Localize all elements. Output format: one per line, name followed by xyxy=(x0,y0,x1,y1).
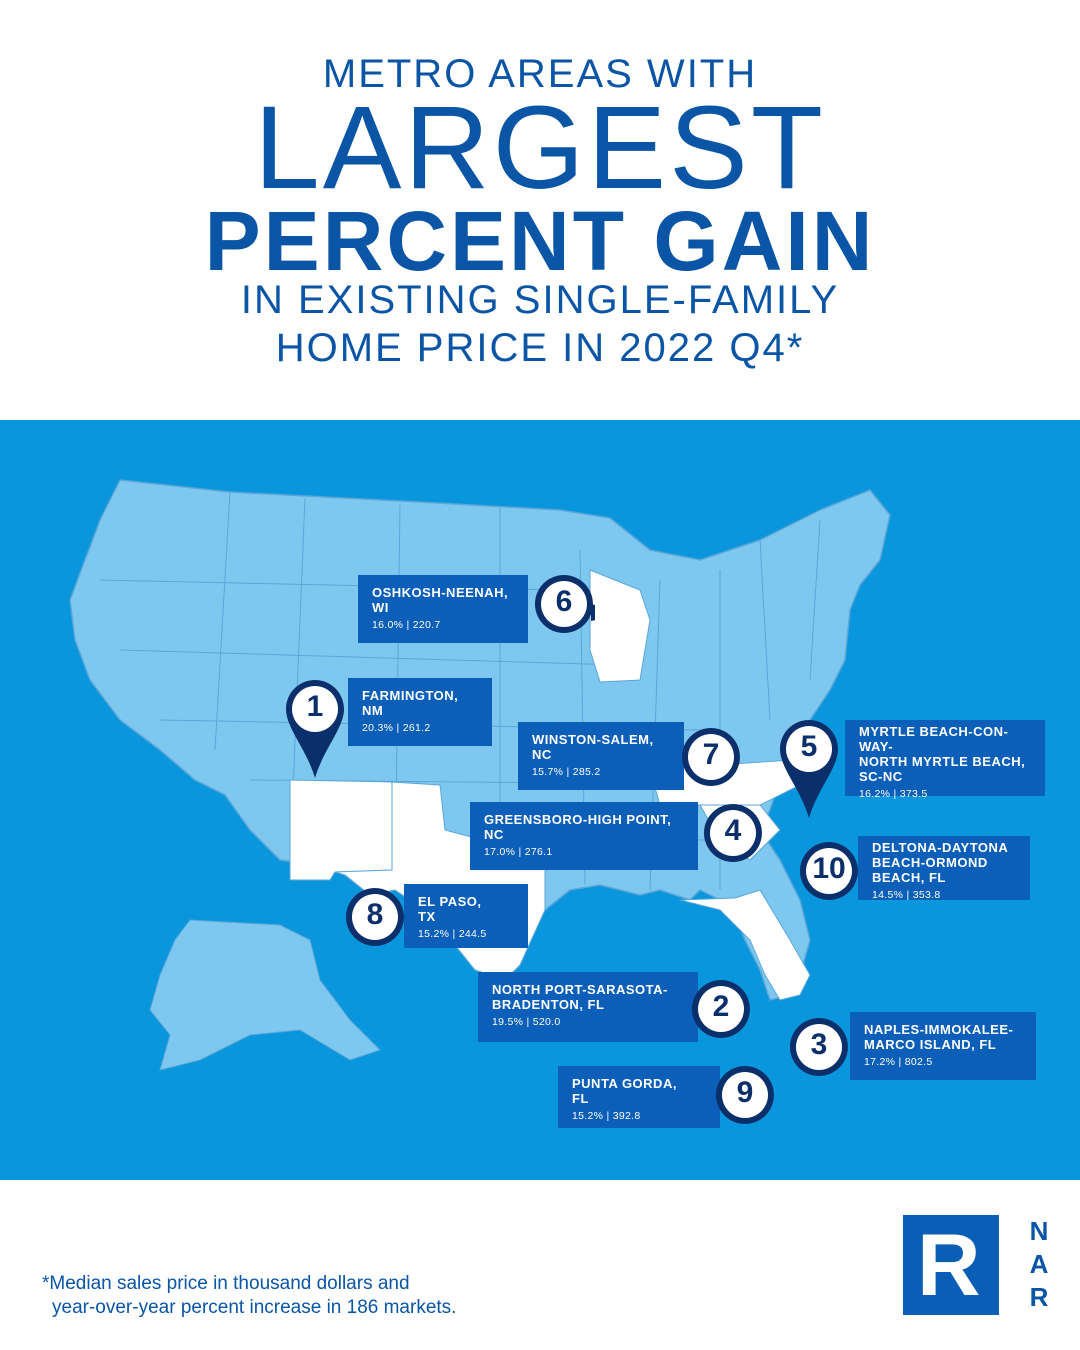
map-pin-5: 5 xyxy=(778,718,840,818)
market-stat: 14.5% | 353.8 xyxy=(872,889,941,901)
market-name: NORTH PORT-SARASOTA- BRADENTON, FL xyxy=(492,982,668,1012)
market-stat: 16.0% | 220.7 xyxy=(372,619,441,631)
market-card-1: FARMINGTON, NM 20.3% | 261.2 xyxy=(348,678,492,746)
map-pin-9: 9 xyxy=(714,1064,776,1154)
logo-letter-n: N xyxy=(1029,1216,1049,1246)
market-card-6: OSHKOSH-NEENAH, WI 16.0% | 220.7 xyxy=(358,575,528,643)
market-name: OSHKOSH-NEENAH, WI xyxy=(372,585,509,615)
market-card-8: EL PASO, TX 15.2% | 244.5 xyxy=(404,884,528,948)
alaska-shape xyxy=(149,919,381,1071)
pin-number: 6 xyxy=(555,585,573,618)
pin-number: 8 xyxy=(366,898,384,931)
map-pin-7: 7 xyxy=(680,726,742,816)
map-pin-2: 2 xyxy=(690,978,752,1068)
market-name: EL PASO, TX xyxy=(418,894,482,924)
pin-number: 9 xyxy=(736,1076,754,1109)
market-stat: 17.2% | 802.5 xyxy=(864,1056,933,1068)
florida-shape xyxy=(679,889,811,1001)
title-line-1: METRO AREAS WITH xyxy=(322,52,758,96)
title-line-3: PERCENT GAIN xyxy=(204,194,876,288)
title-line-2: LARGEST xyxy=(254,82,826,214)
nar-logo-mark: R xyxy=(903,1215,999,1315)
logo-letter-a: A xyxy=(1029,1249,1049,1279)
market-name: FARMINGTON, NM xyxy=(362,688,459,718)
market-stat: 15.7% | 285.2 xyxy=(532,766,601,778)
new-mexico-shape xyxy=(289,779,393,881)
pin-number: 1 xyxy=(306,690,324,723)
market-card-10: DELTONA-DAYTONA BEACH-ORMOND BEACH, FL 1… xyxy=(858,836,1030,901)
market-stat: 19.5% | 520.0 xyxy=(492,1016,561,1028)
footnote-line-1: *Median sales price in thousand dollars … xyxy=(42,1273,410,1294)
footnote: *Median sales price in thousand dollars … xyxy=(42,1272,602,1320)
map-pin-6: 6 xyxy=(533,573,595,663)
footnote-line-2: year-over-year percent increase in 186 m… xyxy=(52,1297,457,1318)
market-card-3: NAPLES-IMMOKALEE- MARCO ISLAND, FL 17.2%… xyxy=(850,1012,1036,1080)
map-pin-3: 3 xyxy=(788,1016,850,1106)
market-card-9: PUNTA GORDA, FL 15.2% | 392.8 xyxy=(558,1066,720,1128)
map-pin-10: 10 xyxy=(798,840,860,930)
market-card-2: NORTH PORT-SARASOTA- BRADENTON, FL 19.5%… xyxy=(478,972,698,1042)
market-name: DELTONA-DAYTONA BEACH-ORMOND BEACH, FL xyxy=(872,840,1009,885)
market-card-5: MYRTLE BEACH-CON- WAY- NORTH MYRTLE BEAC… xyxy=(845,720,1045,800)
title-line-4: IN EXISTING SINGLE-FAMILY xyxy=(240,278,840,322)
map-pin-1: 1 xyxy=(284,678,346,778)
market-stat: 15.2% | 392.8 xyxy=(572,1110,641,1122)
market-stat: 15.2% | 244.5 xyxy=(418,928,487,940)
wisconsin-shape xyxy=(589,569,651,683)
market-stat: 20.3% | 261.2 xyxy=(362,722,431,734)
market-stat: 16.2% | 373.5 xyxy=(859,788,928,800)
map-pin-8: 8 xyxy=(344,886,406,976)
market-name: GREENSBORO-HIGH POINT, NC xyxy=(484,812,672,842)
nar-logo-letters: N A R xyxy=(1024,1215,1054,1314)
pin-number: 5 xyxy=(800,730,818,763)
logo-letter-r: R xyxy=(1029,1282,1049,1312)
market-name: MYRTLE BEACH-CON- WAY- NORTH MYRTLE BEAC… xyxy=(859,724,1026,784)
market-name: WINSTON-SALEM, NC xyxy=(532,732,654,762)
market-stat: 17.0% | 276.1 xyxy=(484,846,553,858)
pin-number: 10 xyxy=(812,852,846,885)
pin-number: 3 xyxy=(810,1028,828,1061)
pin-number: 2 xyxy=(712,990,730,1023)
market-name: NAPLES-IMMOKALEE- MARCO ISLAND, FL xyxy=(864,1022,1014,1052)
logo-r-letter: R xyxy=(917,1215,981,1314)
map-pin-4: 4 xyxy=(702,802,764,892)
title-line-5: HOME PRICE IN 2022 Q4* xyxy=(275,326,805,370)
market-card-4: GREENSBORO-HIGH POINT, NC 17.0% | 276.1 xyxy=(470,802,698,870)
pin-number: 7 xyxy=(702,738,720,771)
market-card-7: WINSTON-SALEM, NC 15.7% | 285.2 xyxy=(518,722,684,790)
pin-number: 4 xyxy=(724,814,742,847)
market-name: PUNTA GORDA, FL xyxy=(572,1076,677,1106)
